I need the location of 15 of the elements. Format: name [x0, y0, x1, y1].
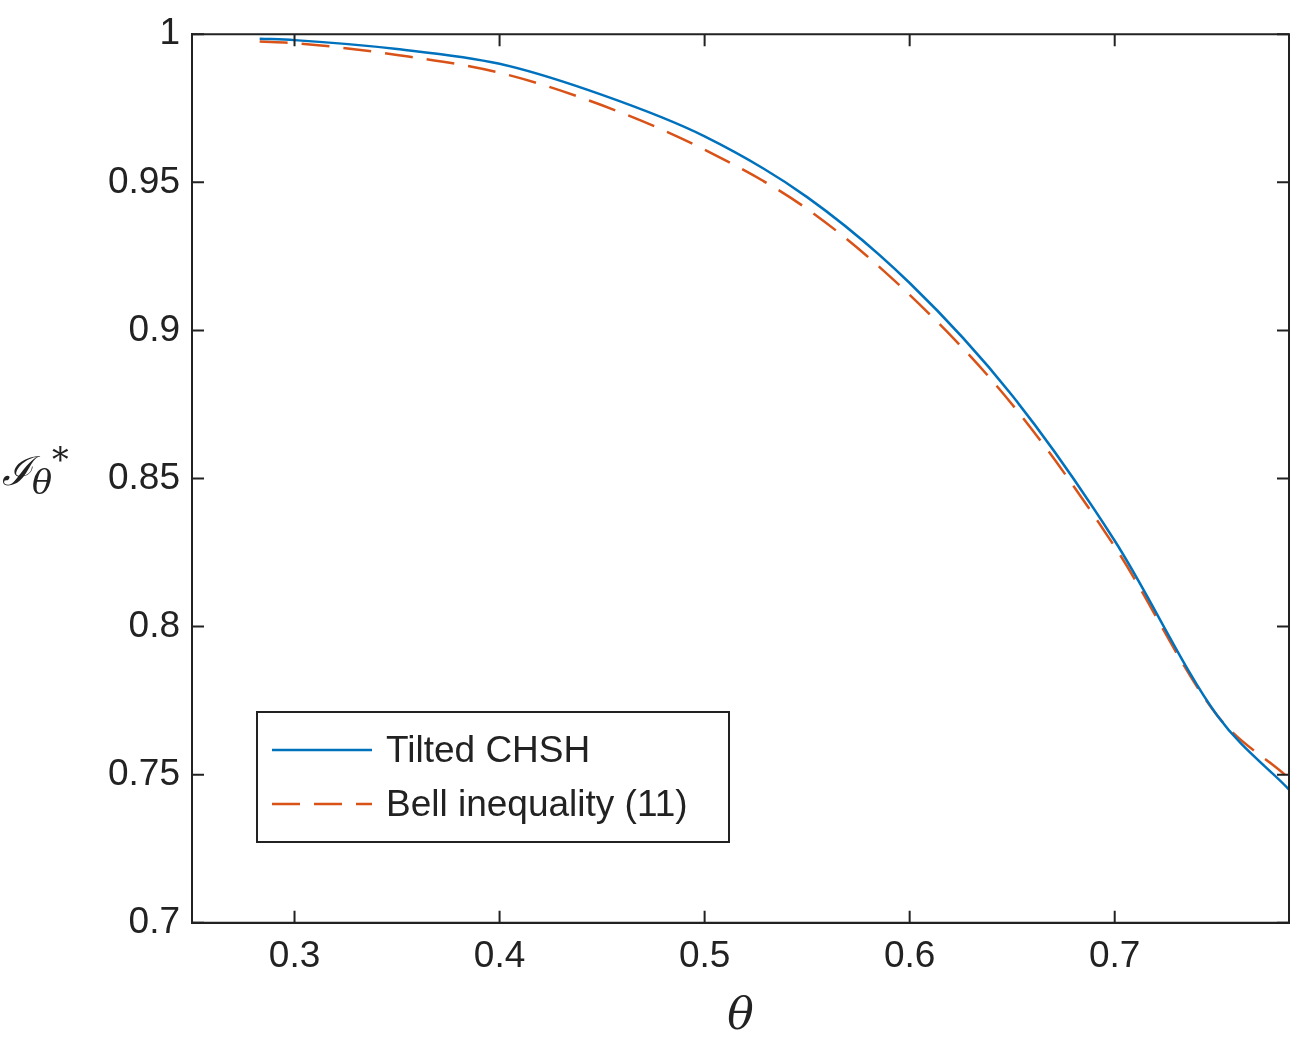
y-tick-label: 1: [159, 11, 180, 53]
y-tick-label: 0.8: [128, 603, 180, 645]
y-tick-label: 0.75: [107, 751, 180, 793]
x-tick-label: 0.6: [883, 934, 936, 976]
x-axis-title: θ: [727, 988, 754, 1040]
x-tick-label: 0.4: [473, 934, 526, 976]
x-tick-label: 0.5: [678, 934, 731, 976]
x-tick-label: 0.3: [268, 934, 321, 976]
legend-label: Bell inequality (11): [386, 782, 688, 825]
y-tick-label: 0.95: [107, 159, 180, 201]
y-tick-label: 0.7: [128, 900, 180, 941]
y-tick-label: 0.85: [107, 455, 180, 497]
y-tick-label: 0.9: [128, 307, 180, 349]
x-tick-label: 0.7: [1088, 934, 1141, 976]
legend-label: Tilted CHSH: [386, 728, 591, 771]
